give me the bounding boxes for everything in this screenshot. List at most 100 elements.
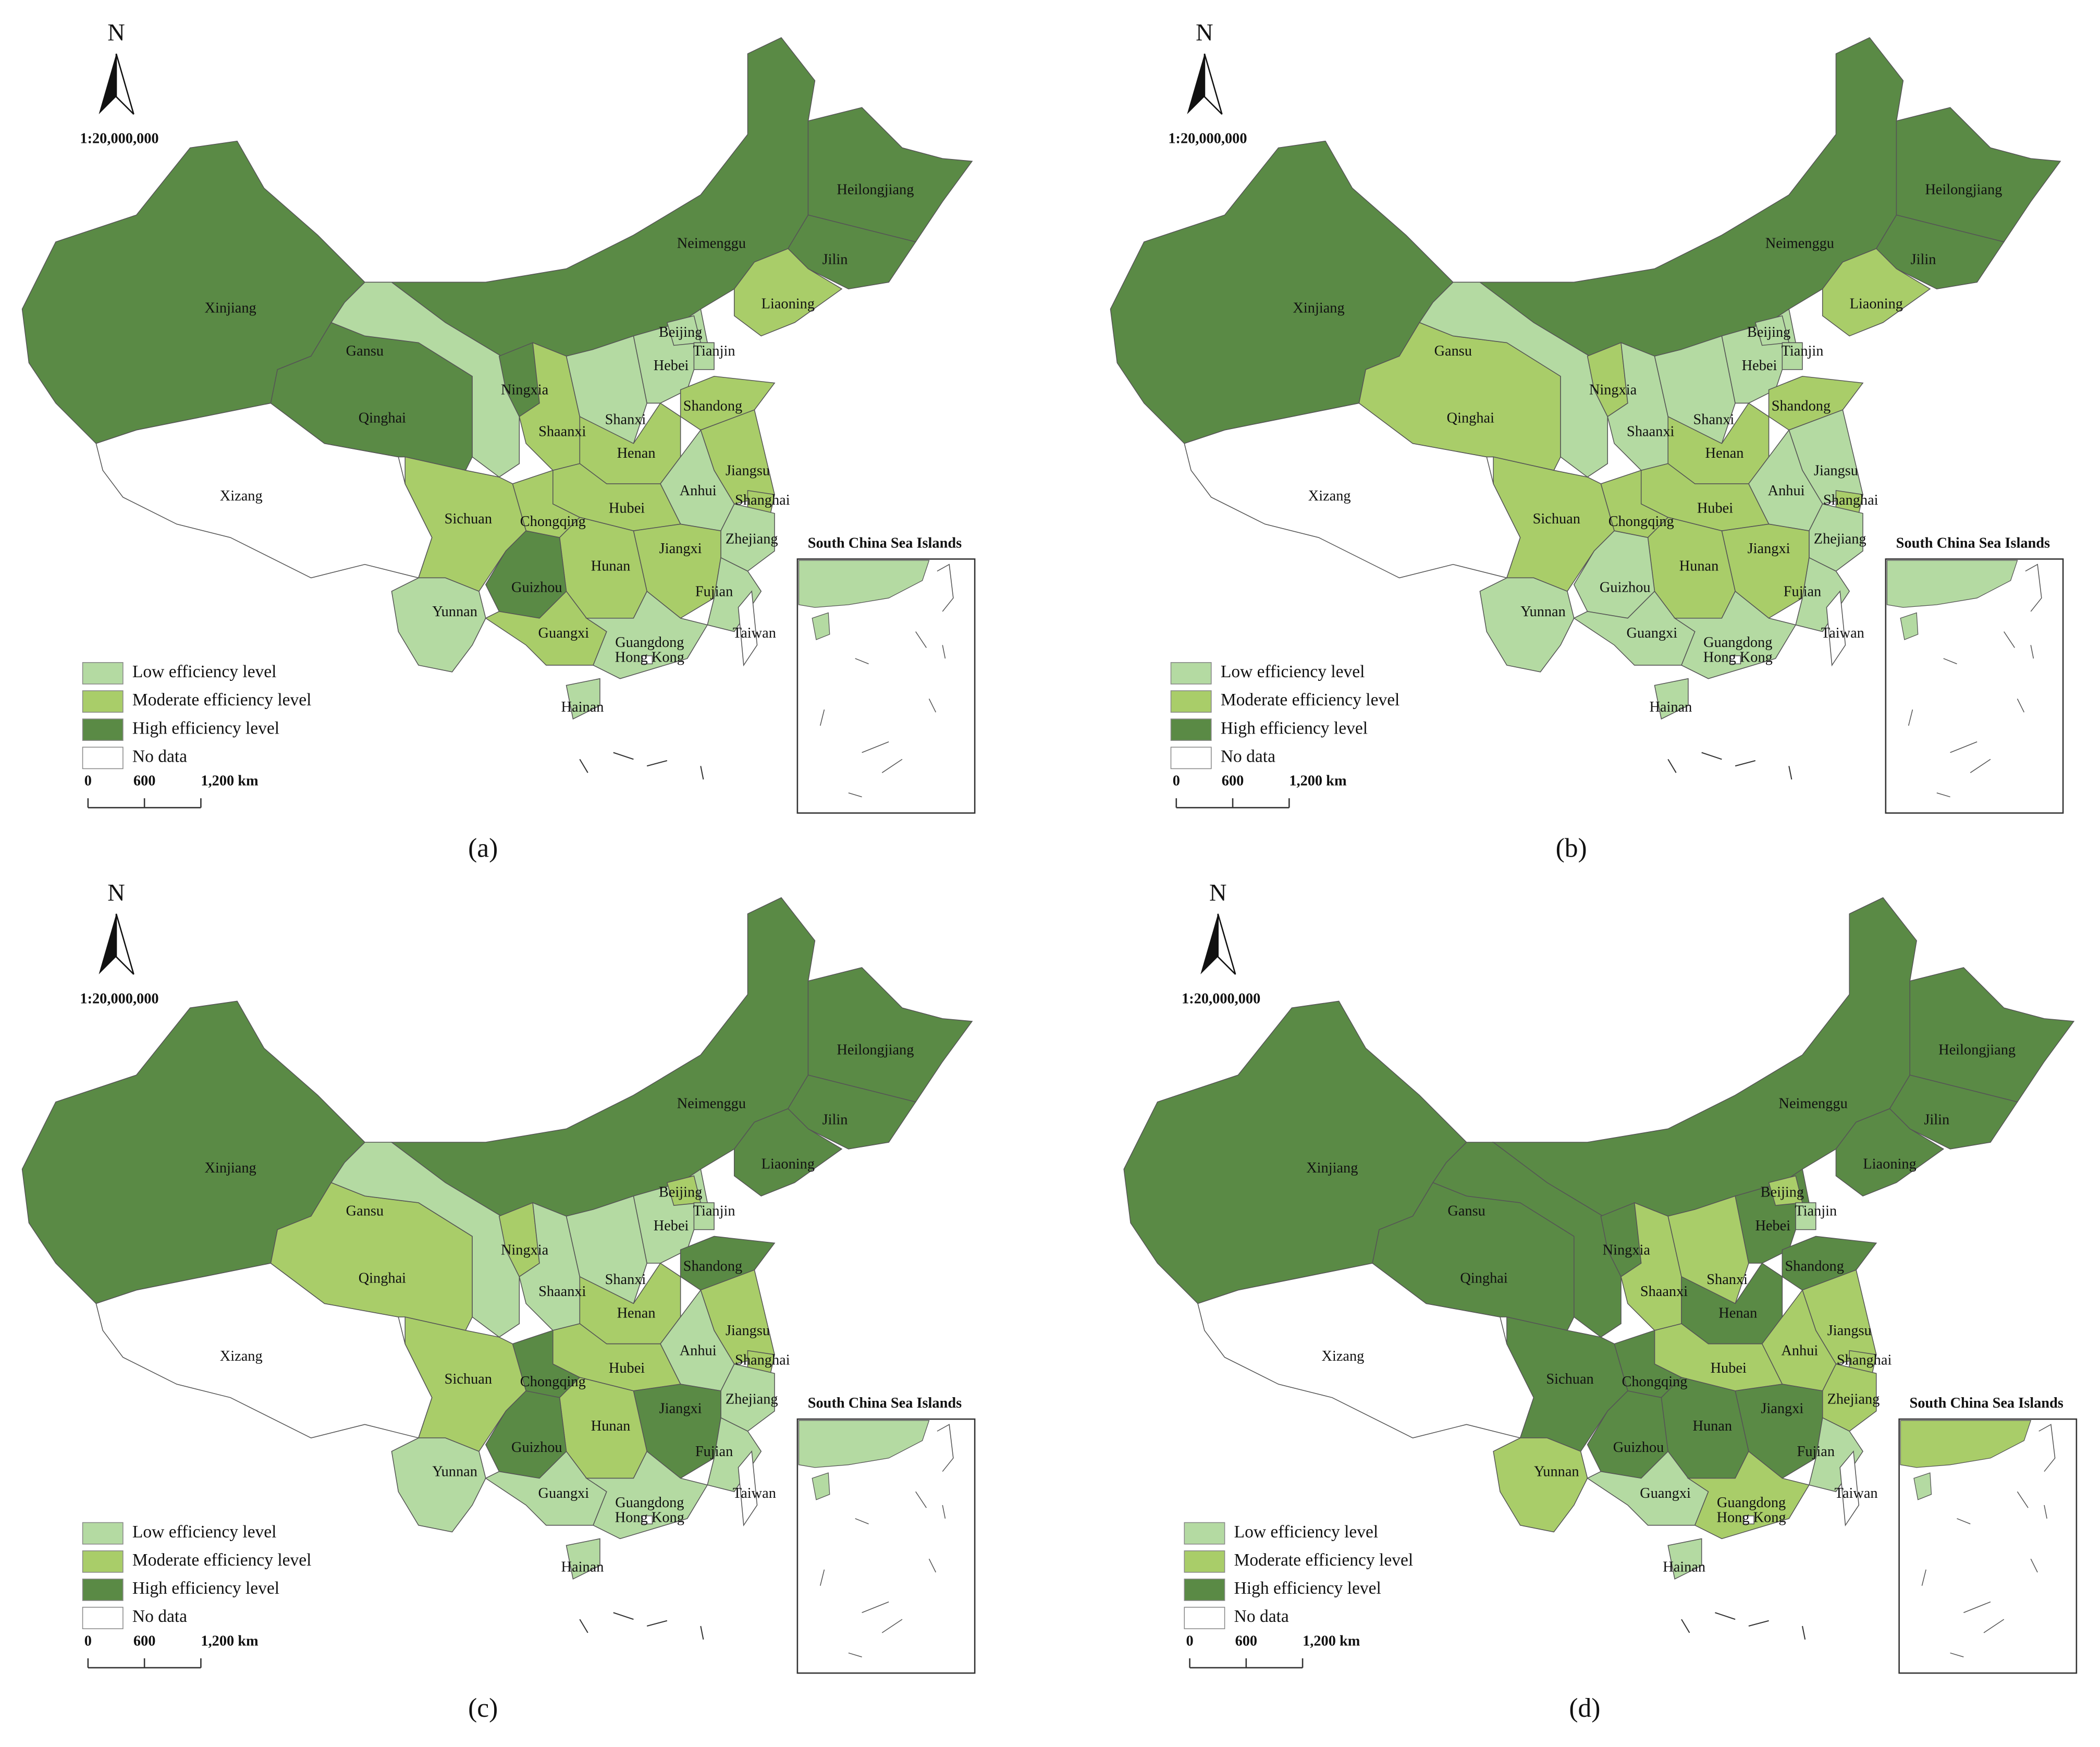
province-label: Jiangsu <box>726 1323 770 1339</box>
province-label: Tianjin <box>693 343 735 359</box>
province-label: Hunan <box>591 558 631 574</box>
province-label: Hong Kong <box>1703 650 1773 666</box>
legend-swatch <box>1184 1522 1225 1545</box>
legend-label: Low efficiency level <box>1234 1522 1379 1542</box>
island-mark <box>1701 752 1722 760</box>
province-label: Xinjiang <box>205 300 256 316</box>
inset-island <box>2044 1505 2047 1519</box>
legend-label: High efficiency level <box>132 1579 279 1598</box>
inset-island <box>881 759 903 773</box>
province <box>1729 655 1741 665</box>
province-label: Hubei <box>1697 500 1733 516</box>
province <box>641 655 653 665</box>
province-label: Hunan <box>1679 558 1719 574</box>
island-mark <box>579 1619 588 1633</box>
province <box>404 456 527 592</box>
north-arrow-left <box>99 913 117 974</box>
province-label: Jiangsu <box>1814 462 1858 479</box>
province-label: Guangdong <box>615 1495 684 1511</box>
inset-island <box>855 658 869 665</box>
inset-island <box>2030 645 2034 659</box>
island-mark <box>1681 1619 1690 1633</box>
island-mark <box>1715 1612 1736 1620</box>
province-label: Qinghai <box>359 410 406 426</box>
province <box>733 248 843 337</box>
province-label: Ningxia <box>1589 382 1637 398</box>
inset-island <box>2004 631 2015 648</box>
island-mark <box>613 752 634 760</box>
province-label: Jiangxi <box>1748 541 1790 557</box>
province-label: Henan <box>617 445 656 461</box>
legend-swatch <box>1184 1607 1225 1629</box>
province-label: Guizhou <box>1613 1439 1664 1456</box>
inset-island <box>1936 792 1950 798</box>
legend-label: Moderate efficiency level <box>1234 1550 1414 1570</box>
province-label: Taiwan <box>1835 1485 1878 1501</box>
province-label: Guizhou <box>1600 580 1651 596</box>
province-label: Beijing <box>1747 324 1790 340</box>
province <box>733 1108 843 1197</box>
province-label: Hainan <box>1649 699 1692 715</box>
province-label: Shaanxi <box>538 424 586 440</box>
scale-bar-label: 0 <box>1173 773 1180 789</box>
province-label: Anhui <box>1781 1343 1818 1359</box>
panel-caption: (b) <box>1556 834 1587 863</box>
province-label: Liaoning <box>1863 1156 1916 1172</box>
province-label: Hebei <box>1742 358 1777 374</box>
inset-island <box>2030 1558 2038 1573</box>
map-panel: Xinjiang Xizang Qinghai Gansu Neimenggu Heilo… <box>1110 20 2064 863</box>
province-label: Hebei <box>654 1218 689 1234</box>
province <box>1493 456 1615 592</box>
province-label: Hunan <box>1693 1418 1733 1434</box>
legend-label: No data <box>1234 1607 1289 1626</box>
map-panel: Xinjiang Xizang Qinghai Gansu Neimenggu Heilo… <box>21 879 976 1723</box>
inset-island <box>928 699 937 713</box>
province-label: Jilin <box>822 252 848 268</box>
province-label: Guangxi <box>1626 625 1677 641</box>
province-label: Jilin <box>1911 252 1936 268</box>
province <box>585 590 708 679</box>
panel-caption: (c) <box>468 1693 498 1723</box>
inset-island <box>1970 759 1991 773</box>
inset-island <box>862 1601 889 1613</box>
inset-hainan <box>812 1472 830 1500</box>
province-label: Hebei <box>1755 1218 1790 1234</box>
scale-bar-label: 600 <box>133 773 156 789</box>
inset-island <box>1983 1619 2005 1633</box>
legend-swatch <box>82 718 124 741</box>
province <box>1654 678 1689 720</box>
province-label: Jilin <box>822 1111 848 1128</box>
province-label: Sichuan <box>1533 511 1580 527</box>
legend-swatch <box>1170 662 1212 685</box>
inset-hainan <box>1900 612 1919 640</box>
inset-title: South China Sea Islands <box>1909 1395 2063 1411</box>
province-label: Sichuan <box>445 511 492 527</box>
province-label: Heilongjiang <box>1925 182 2002 198</box>
legend-swatch <box>1184 1579 1225 1601</box>
province-label: Fujian <box>695 583 733 600</box>
province <box>1826 590 1846 667</box>
province-label: Henan <box>617 1305 656 1321</box>
island-mark <box>646 1620 668 1627</box>
scale-bar-label: 600 <box>1222 773 1244 789</box>
legend-label: Low efficiency level <box>132 1522 277 1542</box>
inset-island <box>848 1652 862 1658</box>
province-label: Gansu <box>346 1203 384 1219</box>
province <box>1687 1450 1810 1540</box>
province-label: Chongqing <box>520 514 586 530</box>
map-panel: Xinjiang Xizang Qinghai Gansu Neimenggu Heilo… <box>21 20 976 863</box>
province-label: Hong Kong <box>615 1509 684 1525</box>
province-label: Guangdong <box>1717 1495 1786 1511</box>
province-label: Zhejiang <box>726 531 778 547</box>
north-label: N <box>1209 879 1226 906</box>
province-label: Yunnan <box>432 1464 477 1480</box>
province-label: Jiangsu <box>1827 1323 1872 1339</box>
legend-label: High efficiency level <box>132 718 279 738</box>
province-label: Fujian <box>695 1444 733 1460</box>
province-label: Neimenggu <box>677 1095 746 1111</box>
inset-title: South China Sea Islands <box>1896 535 2050 551</box>
inset-taiwan <box>937 564 954 612</box>
province-label: Xinjiang <box>205 1160 256 1176</box>
scale-bar-label: 1,200 km <box>1289 773 1347 789</box>
